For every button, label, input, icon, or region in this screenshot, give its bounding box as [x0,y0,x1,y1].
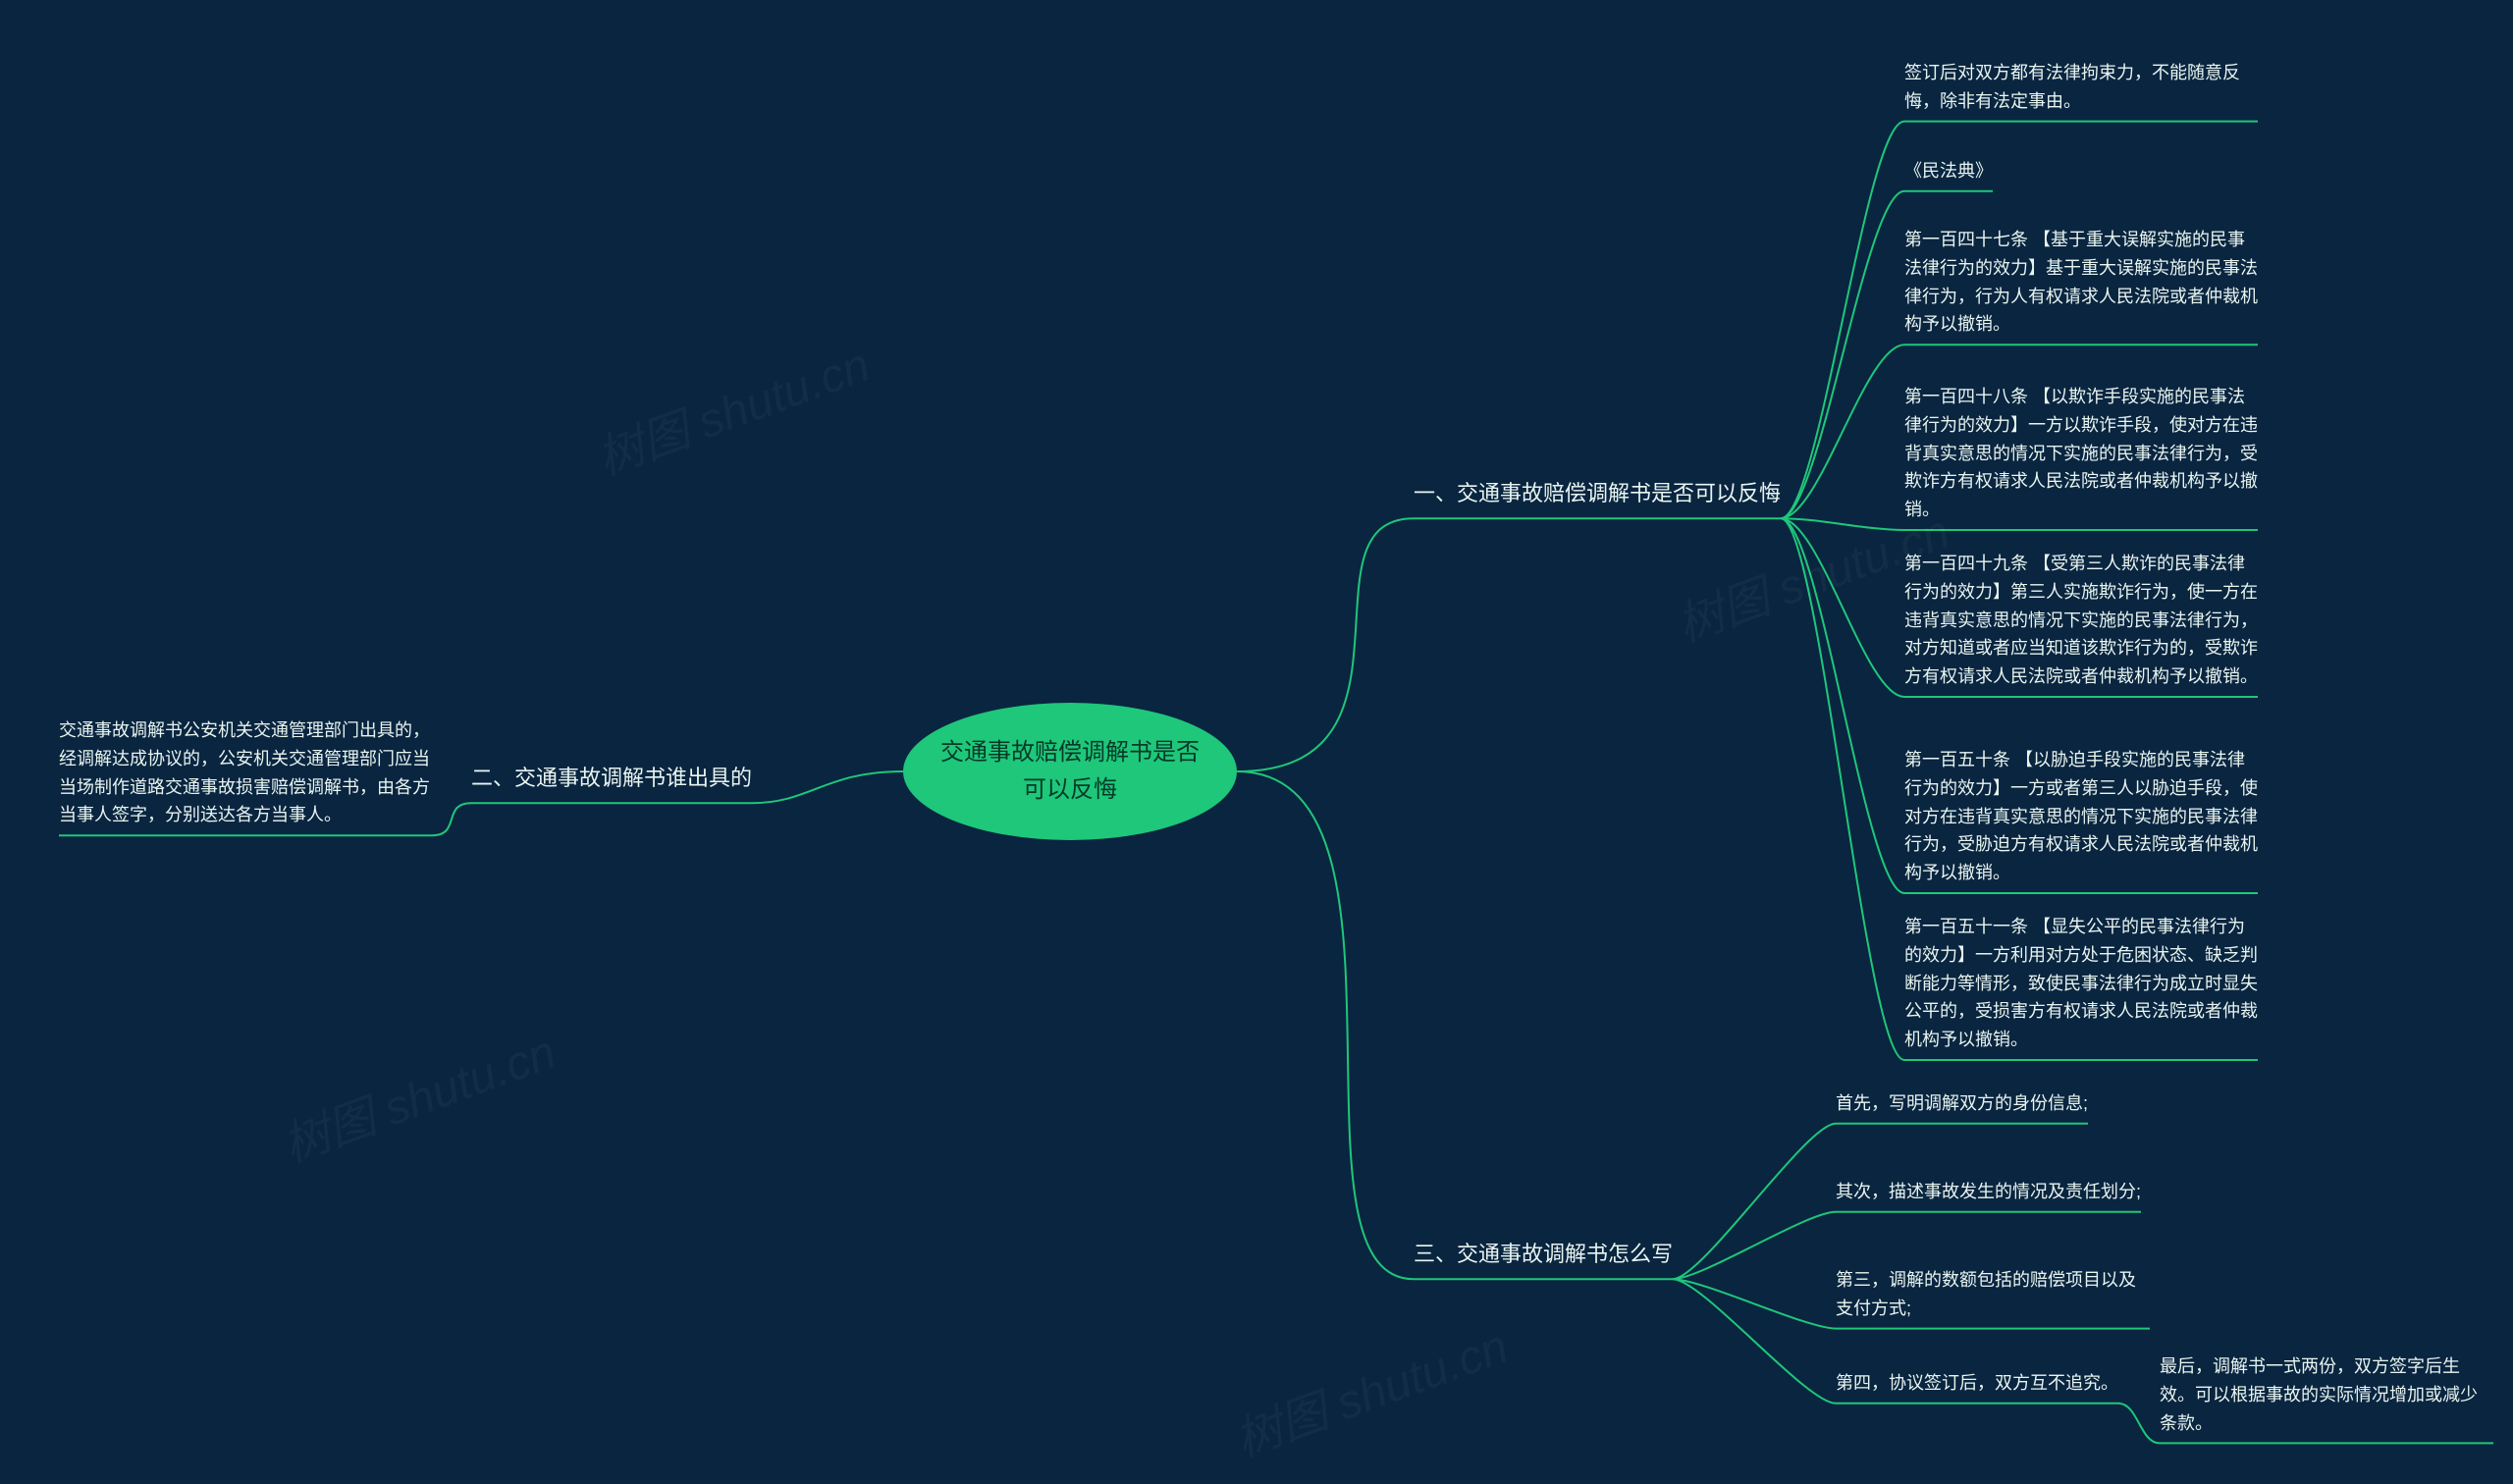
branch-3-leaf-2: 其次，描述事故发生的情况及责任划分; [1836,1178,2141,1212]
branch-3-leaf-4-sub: 最后，调解书一式两份，双方签字后生效。可以根据事故的实际情况增加或减少条款。 [2160,1352,2493,1443]
center-label: 交通事故赔偿调解书是否可以反悔 [933,734,1207,810]
watermark: 树图 shutu.cn [586,326,878,488]
branch-3-leaf-4: 第四，协议签订后，双方互不追究。 [1836,1369,2118,1404]
branch-1-leaf-4: 第一百四十八条 【以欺诈手段实施的民事法律行为的效力】一方以欺诈手段，使对方在违… [1904,383,2258,530]
branch-1-leaf-7: 第一百五十一条 【显失公平的民事法律行为的效力】一方利用对方处于危困状态、缺乏判… [1904,913,2258,1060]
branch-3-leaf-1: 首先，写明调解双方的身份信息; [1836,1089,2088,1124]
branch-1-leaf-6: 第一百五十条 【以胁迫手段实施的民事法律行为的效力】一方或者第三人以胁迫手段，使… [1904,746,2258,893]
branch-2-leaf-1: 交通事故调解书公安机关交通管理部门出具的，经调解达成协议的，公安机关交通管理部门… [59,716,432,835]
branch-2: 二、交通事故调解书谁出具的 [471,761,752,803]
watermark: 树图 shutu.cn [272,1013,563,1175]
branch-1: 一、交通事故赔偿调解书是否可以反悔 [1414,476,1781,518]
watermark: 树图 shutu.cn [1224,1307,1516,1469]
branch-3-leaf-3: 第三，调解的数额包括的赔偿项目以及支付方式; [1836,1266,2150,1329]
branch-1-leaf-1: 签订后对双方都有法律拘束力，不能随意反悔，除非有法定事由。 [1904,59,2258,122]
branch-3: 三、交通事故调解书怎么写 [1414,1237,1673,1279]
center-node: 交通事故赔偿调解书是否可以反悔 [903,703,1237,840]
branch-1-leaf-3: 第一百四十七条 【基于重大误解实施的民事法律行为的效力】基于重大误解实施的民事法… [1904,226,2258,344]
branch-1-leaf-5: 第一百四十九条 【受第三人欺诈的民事法律行为的效力】第三人实施欺诈行为，使一方在… [1904,550,2258,697]
branch-1-leaf-2: 《民法典》 [1904,157,1993,191]
